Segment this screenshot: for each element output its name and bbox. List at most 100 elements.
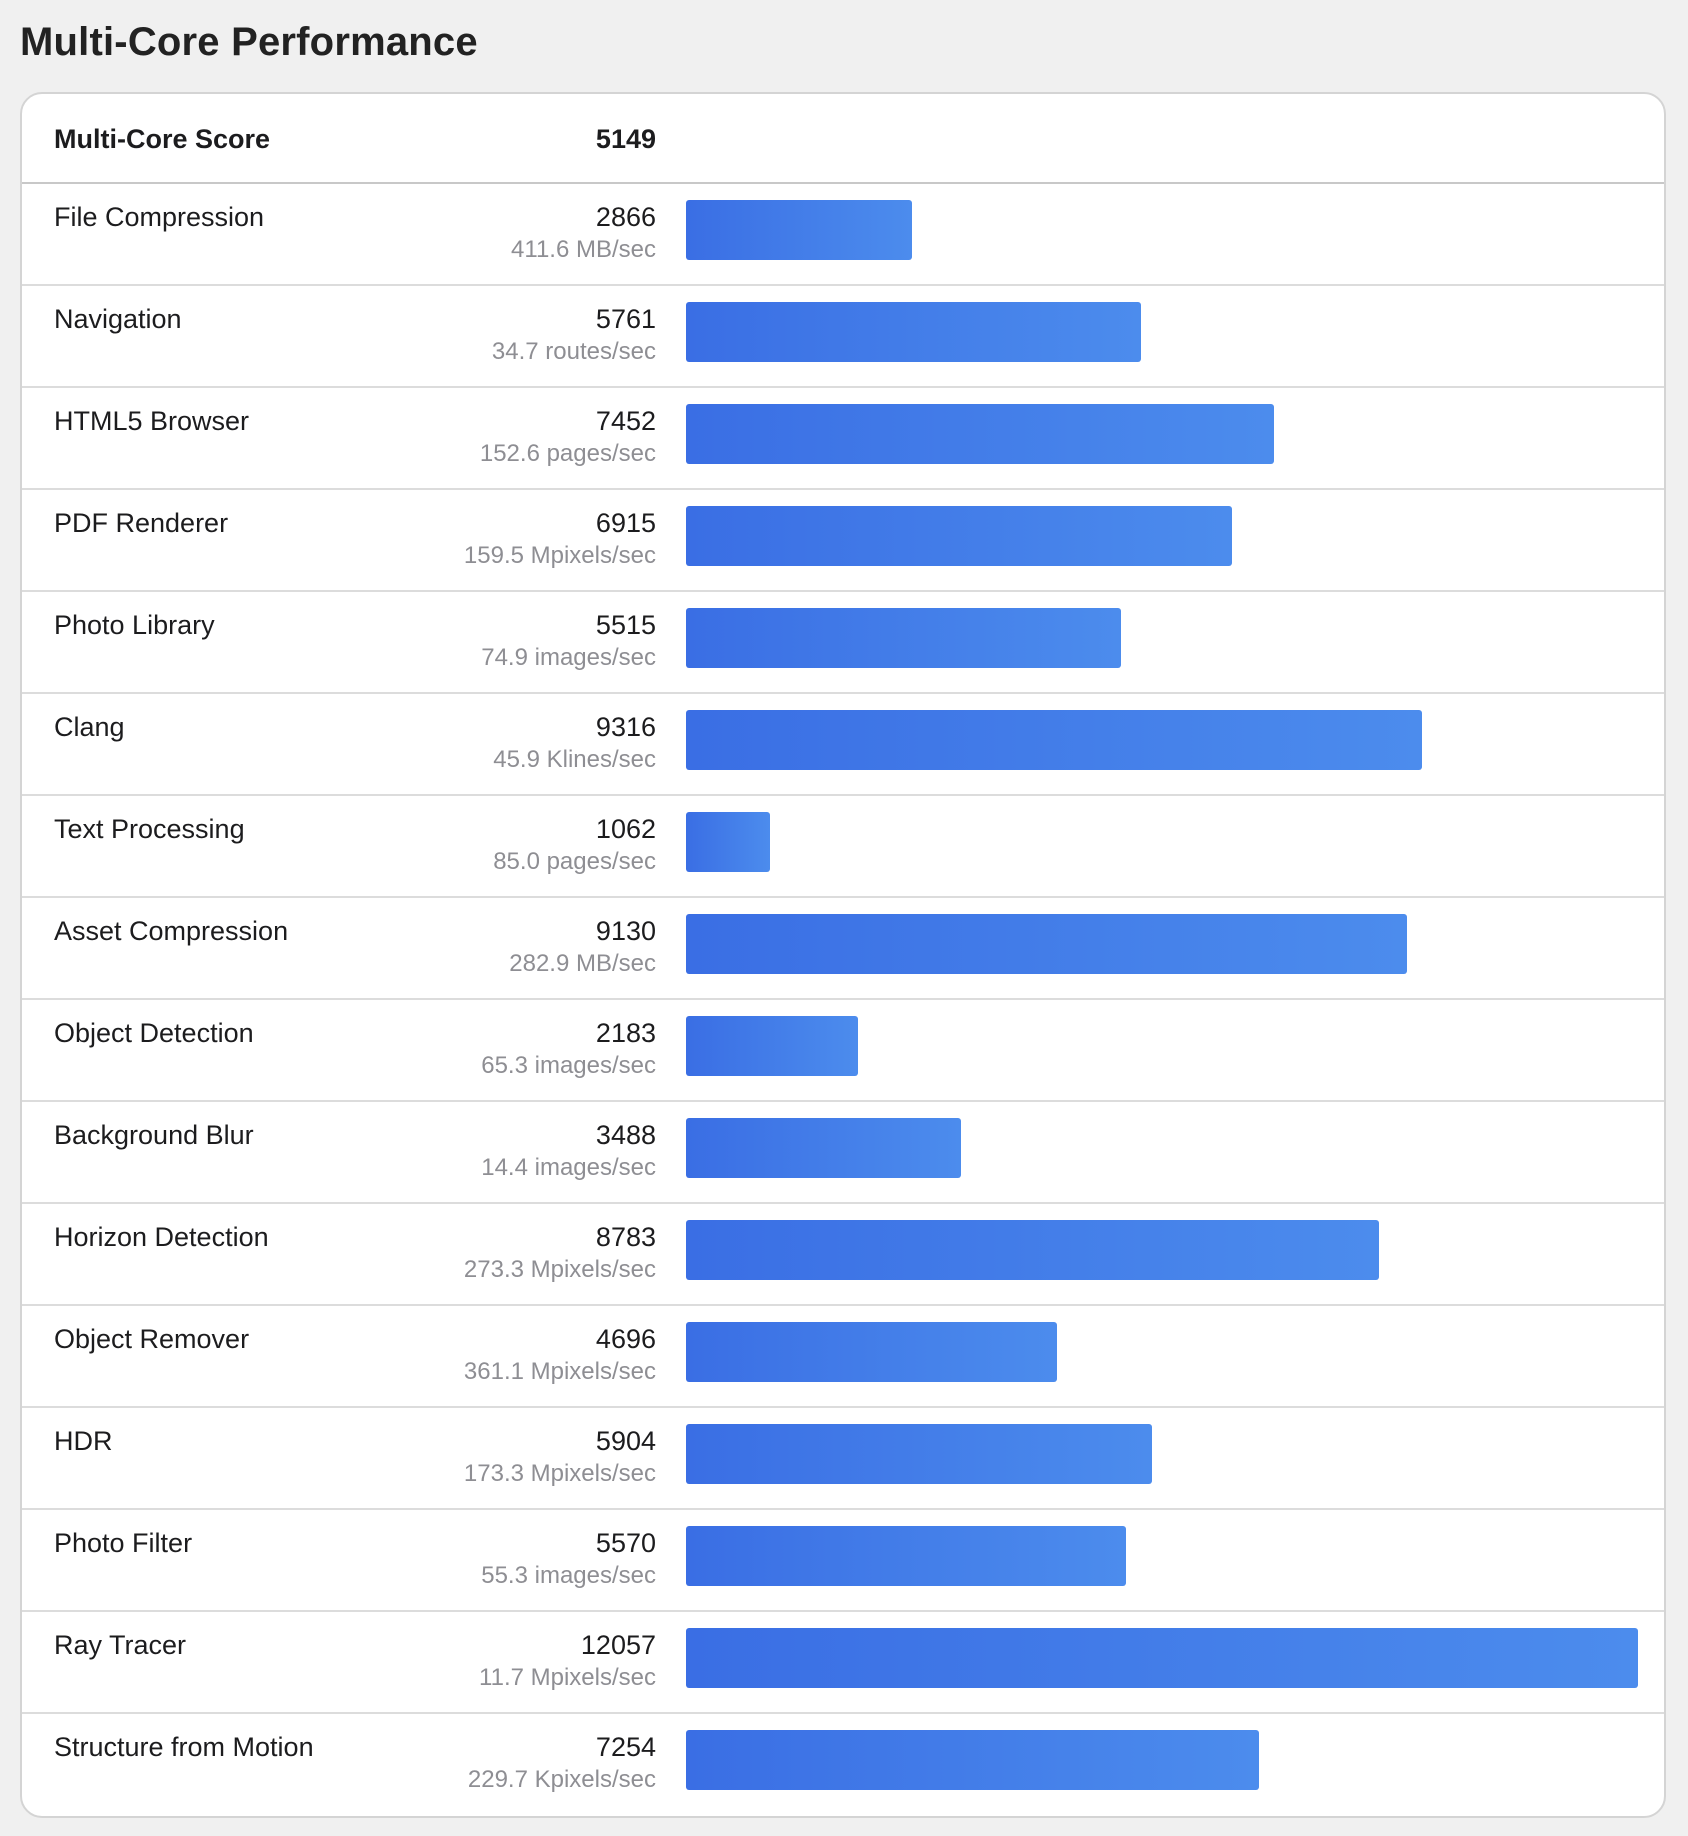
bar-track <box>686 1118 1638 1178</box>
test-score: 5570 <box>595 1528 656 1558</box>
test-rate: 173.3 Mpixels/sec <box>463 1460 656 1487</box>
bar-track <box>686 404 1638 464</box>
bar-track <box>686 302 1638 362</box>
score-bar <box>686 914 1407 974</box>
bar-track <box>686 710 1638 770</box>
test-rate: 85.0 pages/sec <box>493 848 656 875</box>
test-rate: 411.6 MB/sec <box>511 236 656 263</box>
score-bar <box>686 1220 1379 1280</box>
table-row: Asset Compression 9130 282.9 MB/sec <box>22 898 1664 1000</box>
table-row: Clang 9316 45.9 Klines/sec <box>22 694 1664 796</box>
test-name: File Compression <box>54 202 265 232</box>
test-rate: 55.3 images/sec <box>481 1562 656 1589</box>
table-row: Horizon Detection 8783 273.3 Mpixels/sec <box>22 1204 1664 1306</box>
test-rate: 282.9 MB/sec <box>509 950 656 977</box>
test-rate: 159.5 Mpixels/sec <box>463 542 656 569</box>
test-name: Asset Compression <box>54 916 289 946</box>
page-title: Multi-Core Performance <box>20 20 478 64</box>
test-rate: 14.4 images/sec <box>481 1154 656 1181</box>
bar-track <box>686 1628 1638 1688</box>
score-bar <box>686 1322 1057 1382</box>
bar-track <box>686 1526 1638 1586</box>
score-bar <box>686 404 1274 464</box>
test-rate: 65.3 images/sec <box>481 1052 656 1079</box>
test-score: 5761 <box>595 304 656 334</box>
test-score: 3488 <box>595 1120 656 1150</box>
bar-track <box>686 1424 1638 1484</box>
table-row: Ray Tracer 12057 11.7 Mpixels/sec <box>22 1612 1664 1714</box>
score-bar <box>686 1424 1152 1484</box>
bar-track <box>686 1220 1638 1280</box>
score-bar <box>686 812 770 872</box>
table-row: Text Processing 1062 85.0 pages/sec <box>22 796 1664 898</box>
test-rate: 45.9 Klines/sec <box>493 746 656 773</box>
bar-track <box>686 608 1638 668</box>
test-rows: File Compression 2866 411.6 MB/sec Navig… <box>22 184 1664 1816</box>
test-name: Ray Tracer <box>54 1630 187 1660</box>
score-bar <box>686 1526 1126 1586</box>
bar-track <box>686 812 1638 872</box>
test-rate: 34.7 routes/sec <box>491 338 656 365</box>
test-score: 6915 <box>595 508 656 538</box>
test-rate: 11.7 Mpixels/sec <box>479 1664 656 1691</box>
score-bar <box>686 1730 1259 1790</box>
table-row: File Compression 2866 411.6 MB/sec <box>22 184 1664 286</box>
test-rate: 273.3 Mpixels/sec <box>463 1256 656 1283</box>
bar-track <box>686 1730 1638 1790</box>
test-name: PDF Renderer <box>54 508 229 538</box>
table-row: Photo Library 5515 74.9 images/sec <box>22 592 1664 694</box>
test-name: Horizon Detection <box>54 1222 269 1252</box>
test-name: Background Blur <box>54 1120 254 1150</box>
test-score: 1062 <box>595 814 656 844</box>
test-score: 4696 <box>595 1324 656 1354</box>
score-bar <box>686 1118 961 1178</box>
test-name: Object Remover <box>54 1324 250 1354</box>
test-name: Clang <box>54 712 125 742</box>
test-name: Photo Library <box>54 610 215 640</box>
test-rate: 361.1 Mpixels/sec <box>463 1358 656 1385</box>
test-score: 12057 <box>580 1630 656 1660</box>
table-row: Photo Filter 5570 55.3 images/sec <box>22 1510 1664 1612</box>
table-row: Object Detection 2183 65.3 images/sec <box>22 1000 1664 1102</box>
bar-track <box>686 200 1638 260</box>
score-bar <box>686 506 1232 566</box>
score-bar <box>686 1016 858 1076</box>
table-row: Background Blur 3488 14.4 images/sec <box>22 1102 1664 1204</box>
test-name: Text Processing <box>54 814 245 844</box>
bar-track <box>686 1016 1638 1076</box>
table-row: Navigation 5761 34.7 routes/sec <box>22 286 1664 388</box>
results-table: Multi-Core Score 5149 File Compression 2… <box>20 92 1666 1818</box>
table-row: Object Remover 4696 361.1 Mpixels/sec <box>22 1306 1664 1408</box>
test-score: 7254 <box>595 1732 656 1762</box>
test-score: 5904 <box>595 1426 656 1456</box>
bar-track <box>686 1322 1638 1382</box>
score-bar <box>686 710 1422 770</box>
score-bar <box>686 200 912 260</box>
test-name: HTML5 Browser <box>54 406 250 436</box>
score-bar <box>686 302 1141 362</box>
summary-row: Multi-Core Score 5149 <box>22 94 1664 184</box>
test-score: 5515 <box>595 610 656 640</box>
table-row: Structure from Motion 7254 229.7 Kpixels… <box>22 1714 1664 1816</box>
summary-score: 5149 <box>595 124 656 154</box>
test-name: HDR <box>54 1426 113 1456</box>
test-name: Structure from Motion <box>54 1732 314 1762</box>
test-score: 9316 <box>595 712 656 742</box>
test-name: Object Detection <box>54 1018 254 1048</box>
test-score: 7452 <box>595 406 656 436</box>
table-row: HDR 5904 173.3 Mpixels/sec <box>22 1408 1664 1510</box>
test-score: 8783 <box>595 1222 656 1252</box>
bar-track <box>686 914 1638 974</box>
table-row: HTML5 Browser 7452 152.6 pages/sec <box>22 388 1664 490</box>
test-name: Navigation <box>54 304 182 334</box>
score-bar <box>686 1628 1638 1688</box>
bar-track <box>686 506 1638 566</box>
test-name: Photo Filter <box>54 1528 193 1558</box>
test-score: 2866 <box>595 202 656 232</box>
test-rate: 152.6 pages/sec <box>479 440 656 467</box>
table-row: PDF Renderer 6915 159.5 Mpixels/sec <box>22 490 1664 592</box>
test-score: 2183 <box>595 1018 656 1048</box>
test-rate: 74.9 images/sec <box>481 644 656 671</box>
test-rate: 229.7 Kpixels/sec <box>467 1766 656 1793</box>
summary-label: Multi-Core Score <box>54 124 271 154</box>
